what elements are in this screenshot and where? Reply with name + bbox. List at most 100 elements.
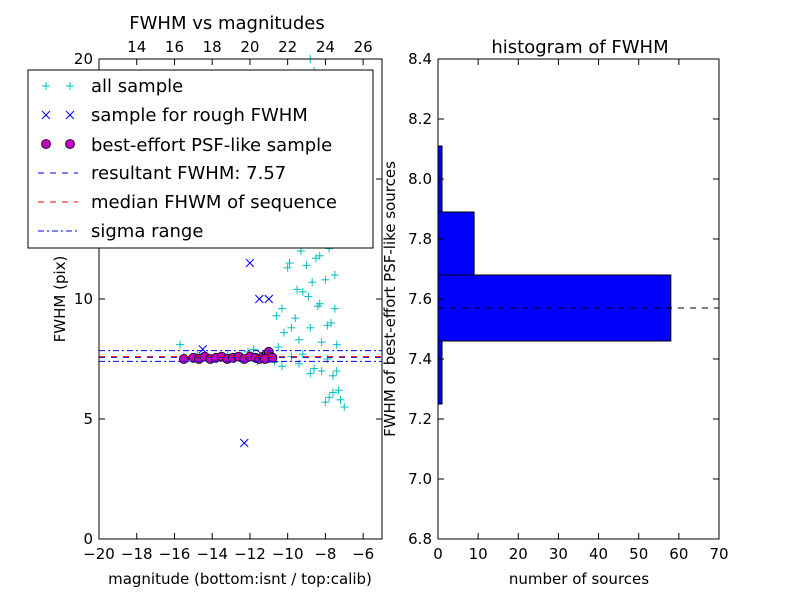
y-tick-label: 10 — [74, 290, 93, 308]
point-plus — [308, 278, 317, 287]
x-tick-label: −12 — [234, 545, 266, 563]
point-plus — [332, 340, 341, 349]
point-x — [264, 294, 274, 304]
point-x — [255, 294, 264, 304]
point-plus — [321, 275, 330, 284]
point-plus — [317, 367, 326, 375]
point-x — [245, 258, 255, 268]
x-tick-label: 60 — [669, 545, 688, 563]
histogram-title: histogram of FWHM — [491, 37, 668, 58]
point-plus — [325, 393, 334, 402]
y-tick-label: 5 — [83, 410, 93, 428]
x-tick-label: 10 — [469, 545, 488, 563]
point-plus — [304, 292, 313, 301]
top-tick-label: 26 — [354, 38, 373, 56]
point-plus — [321, 398, 330, 407]
legend-label: best-effort PSF-like sample — [91, 135, 332, 156]
point-plus — [298, 287, 307, 296]
x-tick-label: −14 — [196, 545, 228, 563]
histogram-y-label: FWHM of best-effort PSF-like sources — [381, 161, 399, 437]
point-plus — [315, 299, 324, 308]
point-plus — [293, 285, 302, 294]
legend-box — [27, 69, 374, 249]
point-plus — [323, 321, 332, 330]
point-plus — [317, 338, 326, 347]
legend-entry-rough-sample: sample for rough FWHM — [41, 105, 308, 126]
top-tick-label: 18 — [203, 38, 222, 56]
scatter-title: FWHM vs magnitudes — [129, 13, 324, 34]
legend-entry-all-sample: all sample — [42, 76, 183, 97]
point-plus — [249, 345, 258, 354]
legend-label: sigma range — [91, 221, 203, 242]
legend-entry-median: median FHWM of sequence — [38, 192, 337, 213]
histogram-bar — [437, 211, 475, 276]
x-tick-label: 30 — [549, 545, 568, 563]
point-plus — [278, 304, 287, 313]
point-plus — [287, 323, 296, 332]
y-tick-label: 7.6 — [408, 290, 432, 308]
y-tick-label: 8.4 — [408, 50, 432, 68]
x-tick-label: −18 — [121, 545, 153, 563]
x-tick-label: 20 — [509, 545, 528, 563]
x-tick-label: −20 — [83, 545, 115, 563]
point-plus — [176, 340, 185, 349]
legend-entry-sigma: sigma range — [38, 221, 203, 242]
point-plus — [285, 259, 294, 267]
histogram-bar — [437, 340, 443, 405]
legend-marker-circle — [65, 139, 75, 149]
point-plus — [278, 362, 287, 371]
x-tick-label: −10 — [272, 545, 304, 563]
top-tick-label: 16 — [165, 38, 184, 56]
point-plus — [302, 261, 311, 270]
point-plus — [328, 388, 337, 397]
point-plus — [291, 314, 300, 323]
point-plus — [311, 254, 320, 263]
y-tick-label: 7.4 — [408, 350, 432, 368]
point-plus — [306, 323, 315, 332]
point-plus — [272, 311, 281, 320]
histogram-x-label: number of sources — [509, 570, 649, 588]
point-plus — [310, 364, 319, 373]
legend-marker-x — [41, 110, 75, 120]
x-tick-label: −6 — [352, 545, 374, 563]
legend-label: sample for rough FWHM — [91, 105, 308, 126]
point-plus — [336, 395, 345, 404]
y-tick-label: 0 — [83, 530, 93, 548]
point-plus — [279, 328, 288, 337]
point-plus — [330, 271, 339, 279]
scatter-y-label: FWHM (pix) — [51, 256, 69, 343]
legend-marker-plus — [42, 82, 74, 90]
point-plus — [340, 403, 349, 411]
x-tick-label: −8 — [314, 545, 336, 563]
y-tick-label: 6.8 — [408, 530, 432, 548]
legend-label: all sample — [91, 76, 183, 97]
point-plus — [298, 350, 307, 359]
point-plus — [330, 304, 339, 313]
y-tick-label: 8.2 — [408, 110, 432, 128]
point-plus — [306, 369, 315, 378]
legend: all sample sample for rough FWHM best-ef… — [27, 69, 374, 249]
top-tick-label: 22 — [278, 38, 297, 56]
legend-marker-circle — [41, 139, 51, 149]
y-tick-label: 7.8 — [408, 230, 432, 248]
legend-entry-best-sample: best-effort PSF-like sample — [41, 135, 332, 156]
histogram-ticks-layer: 0 10 20 30 40 50 60 70 6.8 7.0 7.2 7.4 7.6 7.8 8.0 8.2 8… — [408, 50, 728, 563]
top-tick-label: 24 — [316, 38, 335, 56]
legend-label: median FHWM of sequence — [91, 192, 337, 213]
histogram-panel: histogram of FWHM 0 10 20 30 40 50 60 70 6.8 7.0 7… — [381, 37, 729, 588]
point-circle — [178, 354, 189, 364]
top-tick-label: 14 — [127, 38, 146, 56]
y-tick-label: 7.0 — [408, 470, 432, 488]
legend-entry-resultant: resultant FWHM: 7.57 — [38, 163, 286, 184]
scatter-panel: FWHM vs magnitudes −20 −18 −16 −14 −12 −10 −8−… — [27, 13, 383, 588]
top-tick-label: 20 — [240, 38, 259, 56]
x-tick-label: 40 — [589, 545, 608, 563]
scatter-x-label: magnitude (bottom:isnt / top:calib) — [108, 570, 372, 588]
point-plus — [334, 386, 343, 395]
x-tick-label: 70 — [709, 545, 728, 563]
point-x — [239, 438, 249, 448]
reference-lines-layer — [99, 350, 382, 362]
x-tick-label: 50 — [629, 545, 648, 563]
y-tick-label: 20 — [74, 50, 93, 68]
